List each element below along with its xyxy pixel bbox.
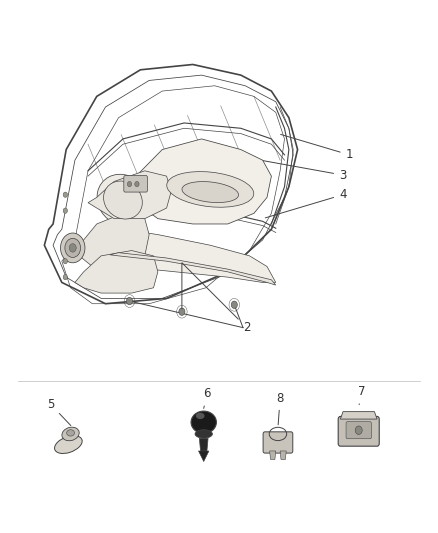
Polygon shape: [270, 451, 276, 459]
Text: 5: 5: [47, 398, 71, 425]
Text: 2: 2: [182, 263, 251, 334]
Text: 7: 7: [357, 385, 365, 405]
Ellipse shape: [182, 182, 239, 203]
Ellipse shape: [191, 411, 216, 433]
Polygon shape: [75, 251, 158, 293]
Polygon shape: [101, 229, 276, 282]
Circle shape: [69, 244, 76, 252]
FancyBboxPatch shape: [263, 432, 293, 453]
Polygon shape: [340, 411, 377, 419]
Polygon shape: [75, 213, 149, 266]
Polygon shape: [127, 139, 272, 224]
Circle shape: [63, 259, 67, 264]
Circle shape: [127, 181, 132, 187]
Ellipse shape: [62, 427, 79, 441]
Ellipse shape: [55, 435, 82, 454]
Text: 8: 8: [276, 392, 284, 425]
Ellipse shape: [97, 174, 149, 226]
Text: 3: 3: [263, 160, 346, 182]
Polygon shape: [198, 451, 209, 462]
Circle shape: [63, 208, 67, 213]
Circle shape: [65, 238, 81, 257]
Ellipse shape: [167, 172, 254, 207]
Text: 6: 6: [203, 387, 211, 408]
Circle shape: [63, 274, 67, 280]
Text: 1: 1: [281, 134, 353, 161]
Text: 4: 4: [265, 188, 346, 218]
Circle shape: [60, 233, 85, 263]
Polygon shape: [199, 438, 208, 453]
FancyBboxPatch shape: [338, 416, 379, 446]
FancyBboxPatch shape: [124, 175, 148, 192]
Ellipse shape: [196, 413, 205, 419]
Polygon shape: [88, 171, 171, 219]
Circle shape: [63, 192, 67, 197]
Polygon shape: [280, 451, 286, 459]
Circle shape: [135, 181, 139, 187]
Circle shape: [355, 426, 362, 434]
Ellipse shape: [103, 181, 142, 219]
Ellipse shape: [195, 430, 212, 438]
Ellipse shape: [67, 430, 74, 436]
Circle shape: [179, 308, 185, 316]
Polygon shape: [110, 253, 276, 285]
FancyBboxPatch shape: [346, 422, 371, 439]
Circle shape: [231, 301, 237, 309]
Circle shape: [127, 297, 133, 305]
